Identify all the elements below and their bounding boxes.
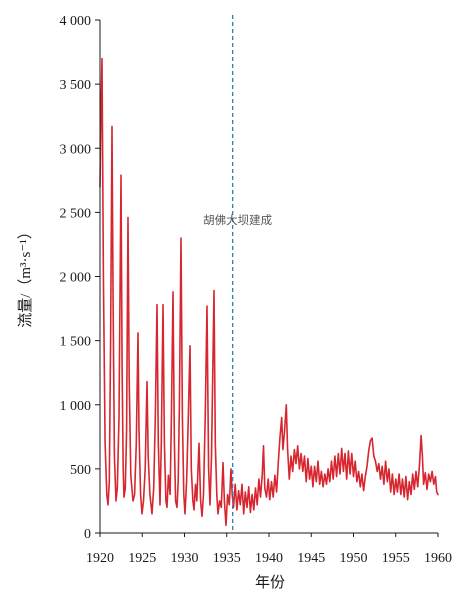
x-tick-label: 1945: [297, 551, 325, 566]
y-tick-label: 3 000: [60, 142, 92, 157]
x-axis-ticks: 1920 1925 1930 1935 1940 1945 1950 1955 1960: [86, 533, 452, 566]
y-axis-ticks: 0 500 1 000 1 500 2 000 2 500 3 000 3 500 4 000: [60, 14, 100, 542]
x-tick-label: 1955: [382, 551, 410, 566]
y-tick-label: 4 000: [60, 14, 92, 29]
y-tick-label: 500: [70, 463, 91, 478]
x-tick-label: 1920: [86, 551, 114, 566]
x-tick-label: 1930: [171, 551, 199, 566]
y-tick-label: 0: [84, 527, 91, 542]
y-tick-label: 2 000: [60, 271, 92, 286]
y-tick-label: 3 500: [60, 78, 92, 93]
x-tick-label: 1925: [128, 551, 156, 566]
y-tick-label: 1 500: [60, 335, 92, 350]
x-tick-label: 1940: [255, 551, 283, 566]
x-tick-label: 1935: [213, 551, 241, 566]
x-tick-label: 1960: [424, 551, 452, 566]
x-axis-title: 年份: [255, 574, 285, 591]
series-line: [99, 57, 439, 527]
y-axis-title: 流量/（m³·s⁻¹）: [17, 224, 34, 328]
y-tick-label: 1 000: [60, 399, 92, 414]
y-tick-label: 2 500: [60, 206, 92, 221]
dam-completion-annotation: 胡佛大坝建成: [203, 213, 272, 227]
x-tick-label: 1950: [340, 551, 368, 566]
